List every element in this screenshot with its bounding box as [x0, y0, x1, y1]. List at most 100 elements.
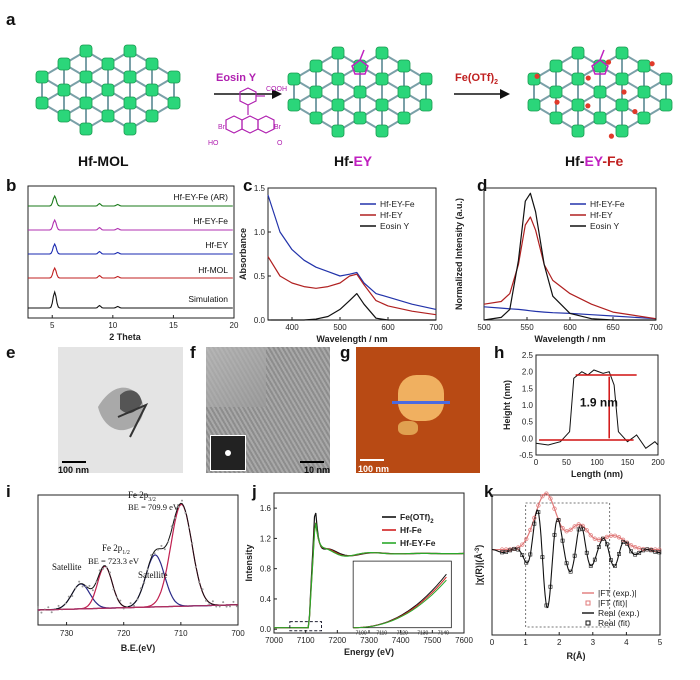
panel-label-d: d [477, 176, 488, 195]
xps-raw-point [98, 569, 101, 572]
hf-cluster [287, 72, 301, 86]
xrd-trace [28, 242, 233, 255]
legend-label: Real (exp.) [598, 608, 640, 618]
hf-cluster [419, 72, 433, 86]
xps-raw-point [201, 588, 204, 591]
hf-cluster [123, 96, 137, 110]
series-line [483, 216, 657, 320]
x-tick-label: 700 [649, 323, 663, 332]
hf-cluster [331, 98, 345, 112]
inset-tick-label: 7110 [376, 631, 387, 637]
xps-raw-point [91, 589, 94, 592]
hf-cluster [101, 83, 115, 97]
x-tick-label: 7500 [423, 636, 441, 645]
y-axis-label: Height (nm) [502, 380, 512, 430]
hf-cluster [637, 85, 651, 99]
y-tick-label: 0.0 [260, 625, 272, 634]
x-tick-label: 100 [590, 458, 604, 467]
panel-k-exafs: 0 1 2 3 4 5 R(Å) |χ(R)|(Å-3) |FT (exp.)||FT (fit… [474, 491, 663, 661]
x-axis-label: Wavelength / nm [534, 334, 605, 344]
ft-mag-fit-point [604, 534, 610, 540]
panel-i-xps: 730 720 710 700 B.E.(eV) [37, 494, 245, 653]
hf-cluster [145, 57, 159, 71]
arrow-fe [454, 89, 510, 99]
ft-real-fit-point [552, 532, 557, 537]
ft-real-fit-point [528, 552, 533, 557]
arrow1-label: Eosin Y [216, 72, 257, 84]
xps-raw-point [133, 604, 135, 607]
hf-cluster [375, 124, 389, 138]
fe-center [621, 89, 627, 95]
ft-mag-fit-point [584, 528, 589, 533]
xps-raw-point [47, 606, 50, 609]
xrd-trace [28, 194, 233, 207]
xps-raw-point [67, 595, 70, 598]
x-axis-label: Energy (eV) [344, 647, 394, 657]
xps-raw-point [81, 585, 84, 588]
hf-cluster [309, 111, 323, 125]
hf-cluster [615, 72, 629, 86]
x-axis-label: R(Å) [567, 651, 586, 661]
ft-mag-fit-point [608, 533, 614, 538]
legend-label: Real (fit) [598, 618, 630, 628]
inset-tick-label: 7120 [397, 631, 408, 637]
y-axis-label: Normalized Intensity (a.u.) [454, 198, 464, 310]
y-tick-label: 0.5 [254, 272, 266, 281]
panel-b-xrd: 5 10 15 20 2 Theta [27, 185, 239, 342]
xps-envelope [38, 502, 239, 611]
hf-cluster [397, 59, 411, 73]
panel-label-i: i [6, 482, 11, 501]
ft-mag-fit-point [628, 543, 634, 548]
hf-cluster [593, 59, 607, 73]
afm-scale-label: 100 nm [358, 464, 390, 474]
xrd-tick-label: 15 [169, 321, 178, 330]
xps-raw-point [129, 602, 132, 605]
tem-scale-label: 100 nm [58, 465, 90, 475]
panel-label-f: f [190, 343, 196, 362]
series-line [268, 293, 436, 321]
panel-d-emission: 500 550 600 650 700 Wavelength / nm Normalized… [454, 187, 663, 344]
hf-cluster [123, 122, 137, 136]
panel-b-xlabel: 2 Theta [109, 332, 142, 342]
hf-cluster [527, 98, 541, 112]
series-line [267, 256, 437, 316]
fe-center [632, 108, 638, 115]
y-tick-label: 2.5 [522, 351, 534, 360]
hf-cluster [571, 124, 585, 138]
panel-label-e: e [6, 343, 16, 362]
xps-raw-point [232, 600, 235, 603]
ft-mag-fit-point [520, 542, 525, 547]
ft-real-fit-point [584, 550, 589, 555]
hf-cluster [353, 85, 367, 99]
xrd-trace-label: Hf-EY-Fe [193, 216, 228, 226]
xps-satellite2: Satellite [138, 570, 168, 580]
ft-real-fit-point [592, 557, 597, 562]
x-tick-label: 500 [477, 323, 491, 332]
ft-real-fit-point [617, 552, 621, 556]
xrd-trace [28, 266, 233, 279]
xps-raw-point [37, 606, 39, 609]
hf-cluster [167, 70, 181, 84]
hf-cluster [615, 98, 629, 112]
hf-cluster [375, 46, 389, 60]
xps-raw-point [218, 605, 221, 608]
height-profile [535, 369, 659, 450]
mof-network-right [527, 46, 673, 139]
x-tick-label: 0 [534, 458, 539, 467]
panel-label-h: h [494, 343, 505, 362]
ft-real-fit-point [613, 563, 617, 568]
ft-real-fit-point [637, 550, 642, 555]
xps-raw-point [198, 581, 201, 584]
xps-raw-point [235, 605, 238, 608]
ft-mag-fit-point [568, 527, 573, 532]
xrd-tick-label: 5 [50, 321, 55, 330]
hf-cluster [123, 70, 137, 84]
ft-real-fit-point [564, 561, 569, 566]
ft-mag-fit-point [588, 533, 593, 538]
hf-cluster [549, 59, 563, 73]
fe-center [585, 103, 591, 109]
panel-b-frame [27, 185, 235, 319]
hf-cluster [615, 124, 629, 138]
xrd-trace-label: Hf-EY [205, 240, 228, 250]
ft-real-fit-point [516, 547, 521, 552]
